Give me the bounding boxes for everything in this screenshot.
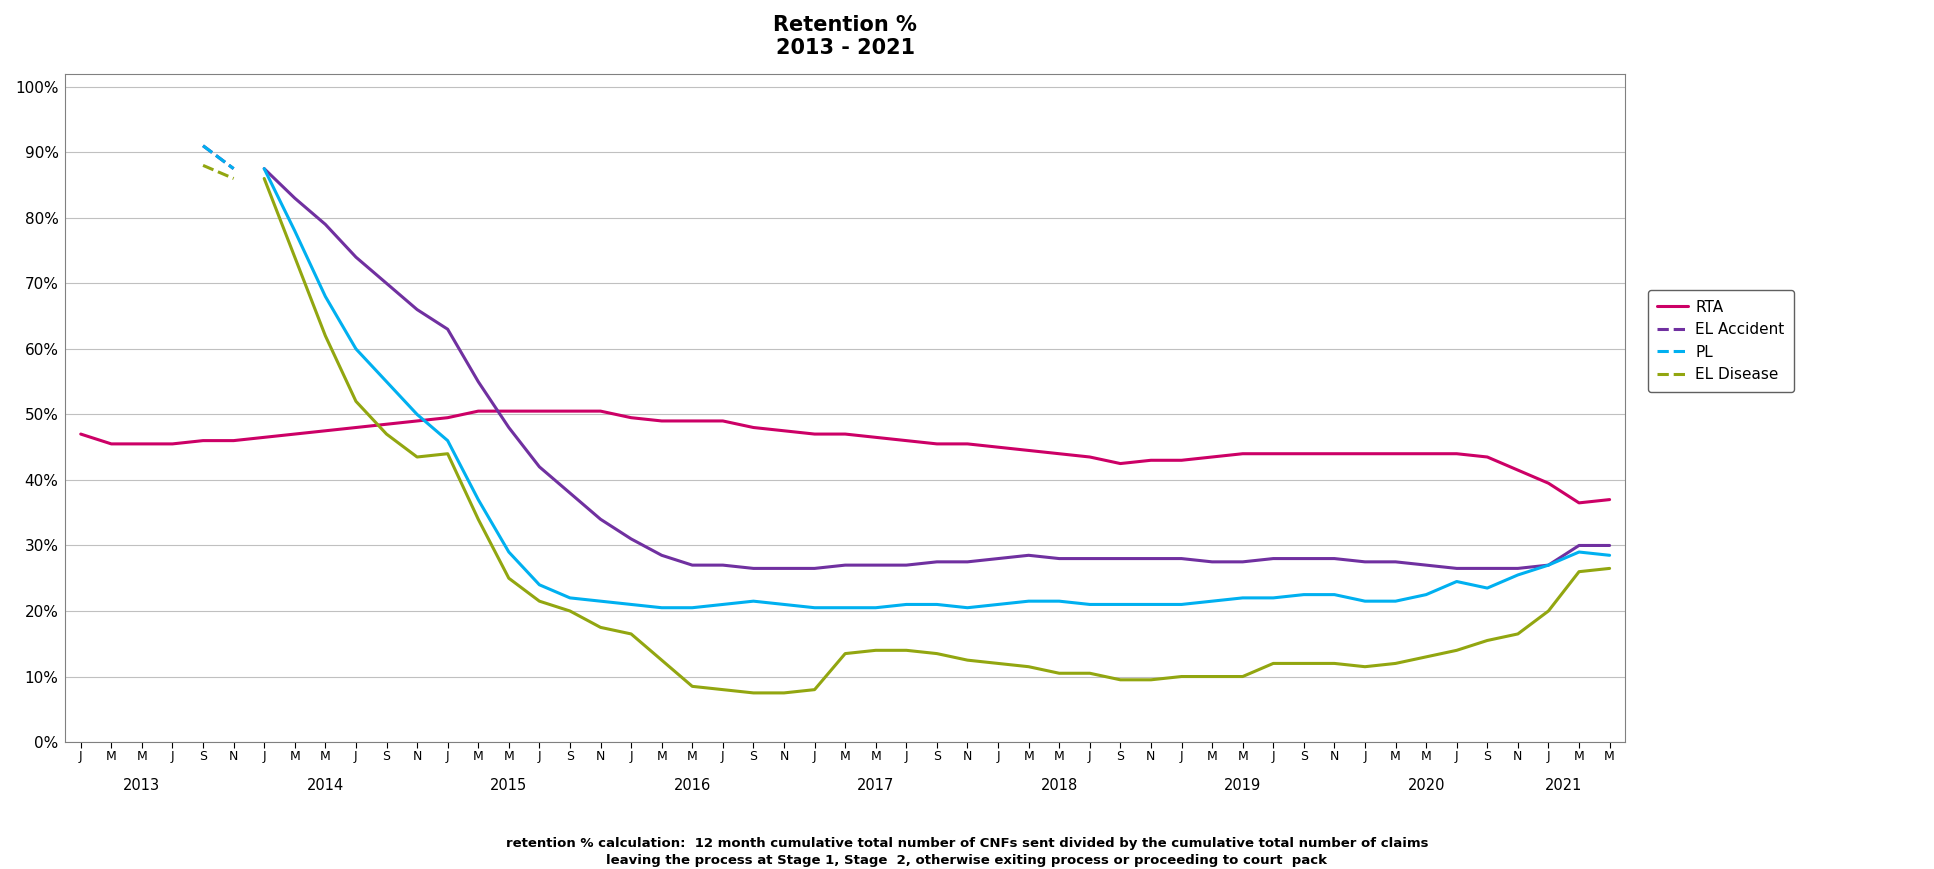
PL: [191, 141, 215, 151]
Text: 2019: 2019: [1224, 778, 1261, 793]
Line: PL: PL: [203, 146, 234, 169]
RTA: [1538, 478, 1561, 488]
RTA: [1597, 494, 1621, 505]
Text: retention % calculation:  12 month cumulative total number of CNFs sent divided : retention % calculation: 12 month cumula…: [507, 837, 1427, 850]
RTA: [590, 406, 613, 416]
Text: leaving the process at Stage 1, Stage  2, otherwise exiting process or proceedin: leaving the process at Stage 1, Stage 2,…: [607, 853, 1327, 866]
Text: 2014: 2014: [308, 778, 344, 793]
RTA: [70, 428, 93, 439]
EL Disease: [222, 173, 246, 183]
Text: 2018: 2018: [1040, 778, 1077, 793]
RTA: [1567, 498, 1590, 508]
Line: RTA: RTA: [81, 411, 1609, 503]
Text: 2017: 2017: [857, 778, 894, 793]
RTA: [559, 406, 582, 416]
RTA: [466, 406, 489, 416]
Text: 2015: 2015: [489, 778, 528, 793]
EL Disease: [191, 160, 215, 170]
Text: 2021: 2021: [1545, 778, 1582, 793]
Title: Retention %
2013 - 2021: Retention % 2013 - 2021: [774, 15, 917, 58]
RTA: [1108, 458, 1131, 468]
EL Accident: [222, 163, 246, 174]
Text: 2016: 2016: [673, 778, 712, 793]
Legend: RTA, EL Accident, PL, EL Disease: RTA, EL Accident, PL, EL Disease: [1648, 290, 1795, 392]
EL Accident: [191, 141, 215, 151]
Text: 2013: 2013: [124, 778, 161, 793]
Line: EL Accident: EL Accident: [203, 146, 234, 169]
PL: [222, 163, 246, 174]
Text: 2020: 2020: [1408, 778, 1445, 793]
RTA: [406, 415, 429, 426]
RTA: [1201, 452, 1224, 462]
Line: EL Disease: EL Disease: [203, 165, 234, 178]
